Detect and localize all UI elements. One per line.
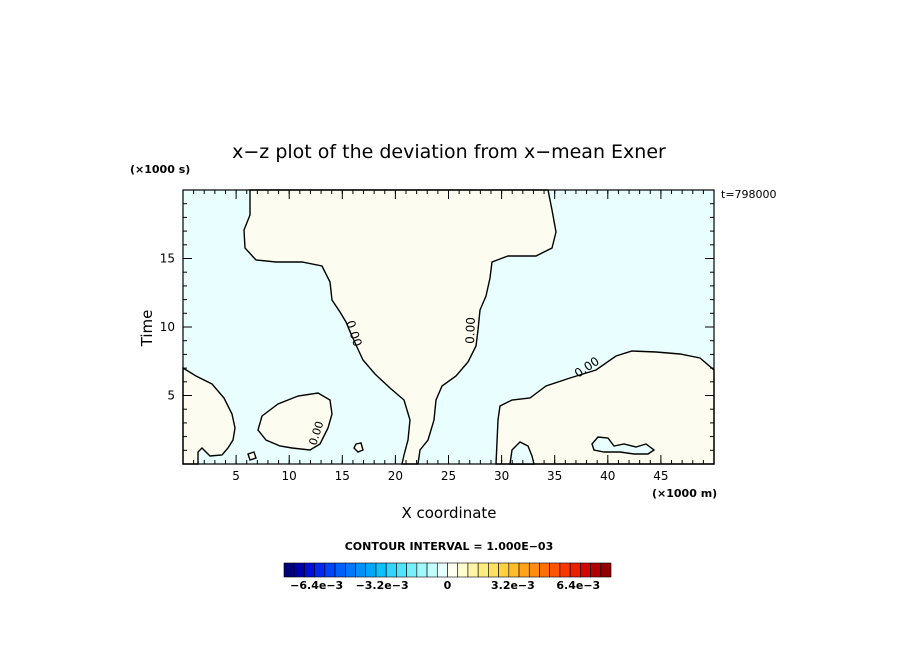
colorbar-swatch (590, 562, 602, 578)
colorbar-swatch (457, 562, 469, 578)
colorbar-swatch (345, 562, 356, 578)
x-tick-label: 20 (388, 469, 403, 483)
colorbar-swatch (559, 562, 571, 578)
colorbar-tick-label: −3.2e−3 (356, 579, 409, 592)
x-tick-label: 5 (232, 469, 240, 483)
x-tick-label: 45 (653, 469, 668, 483)
colorbar-swatch (304, 562, 315, 578)
colorbar: −6.4e−3 −3.2e−3 0 3.2e−3 6.4e−3 (283, 562, 612, 592)
colorbar-swatch (436, 562, 448, 578)
colorbar-tick-label: 6.4e−3 (556, 579, 600, 592)
colorbar-swatch (406, 562, 418, 578)
x-tick-label: 15 (335, 469, 350, 483)
colorbar-swatch (334, 562, 346, 578)
contour-label-2: 0.00 (463, 317, 478, 344)
positive-region-left (182, 366, 236, 465)
x-unit-label: (×1000 m) (652, 487, 717, 500)
colorbar-swatch (569, 562, 581, 578)
colorbar-swatch (508, 562, 520, 578)
colorbar-swatch (447, 562, 459, 578)
colorbar-swatch (426, 562, 438, 578)
colorbar-swatch (600, 562, 612, 578)
x-axis-label: X coordinate (401, 504, 496, 522)
colorbar-tick-label: −6.4e−3 (290, 579, 343, 592)
colorbar-swatch (283, 562, 295, 578)
colorbar-swatch (324, 562, 336, 578)
time-label: t=798000 (721, 188, 777, 201)
chart-title: x−z plot of the deviation from x−mean Ex… (232, 141, 666, 163)
y-axis-label: Time (138, 310, 156, 348)
colorbar-tick-label: 0 (444, 579, 452, 592)
colorbar-tick-label: 3.2e−3 (491, 579, 535, 592)
colorbar-swatch (385, 562, 397, 578)
positive-blob-4 (591, 436, 656, 455)
contour-interval-label: CONTOUR INTERVAL = 1.000E−03 (345, 540, 554, 553)
colorbar-swatch (365, 562, 377, 578)
x-tick-label: 30 (494, 469, 509, 483)
colorbar-swatch (477, 562, 489, 578)
colorbar-swatch (549, 562, 561, 578)
positive-region-right (495, 350, 715, 465)
y-unit-label: (×1000 s) (130, 163, 190, 176)
plot-area: 0.00 0.00 0.00 0.00 (182, 189, 715, 465)
y-tick-label: 5 (167, 389, 175, 403)
colorbar-swatch (467, 562, 479, 578)
colorbar-swatch (498, 562, 510, 578)
colorbar-swatch (355, 562, 367, 578)
positive-blob-3 (247, 451, 257, 461)
colorbar-swatch (518, 562, 530, 578)
colorbar-swatch (375, 562, 387, 578)
positive-blob-2 (353, 442, 364, 453)
y-tick-label: 15 (160, 252, 175, 266)
colorbar-swatch (416, 562, 428, 578)
x-tick-label: 40 (600, 469, 615, 483)
colorbar-swatch (396, 562, 407, 578)
colorbar-swatch (539, 562, 550, 578)
colorbar-swatch (293, 562, 305, 578)
colorbar-swatch (580, 562, 591, 578)
y-tick-label: 10 (160, 320, 175, 334)
x-tick-label: 35 (547, 469, 562, 483)
x-tick-label: 10 (282, 469, 297, 483)
colorbar-swatch (528, 562, 540, 578)
axes: 5 10 15 20 25 30 35 40 45 5 10 15 (160, 189, 715, 483)
colorbar-swatch (488, 562, 499, 578)
x-tick-label: 25 (441, 469, 456, 483)
colorbar-swatch (314, 562, 326, 578)
positive-blob-1 (257, 392, 333, 451)
